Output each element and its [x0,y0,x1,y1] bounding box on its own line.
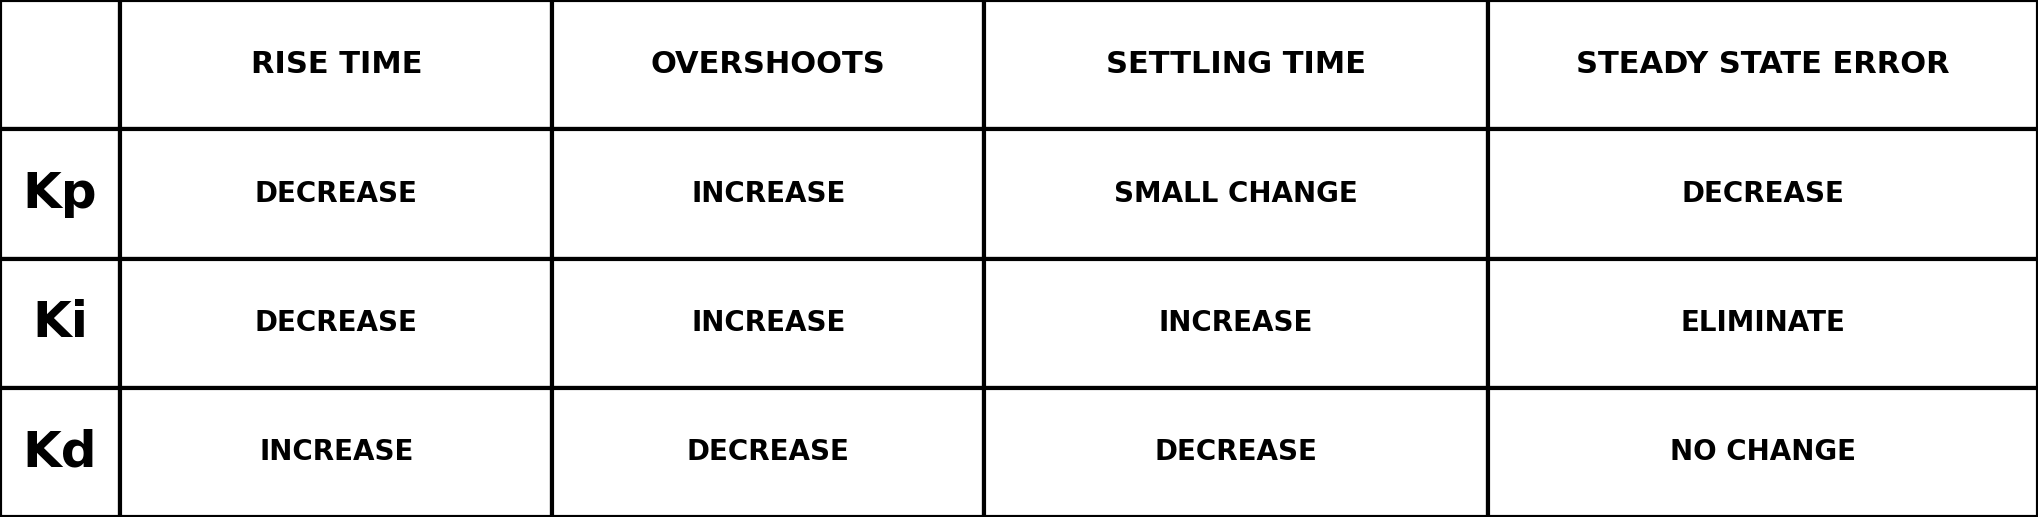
Text: Kd: Kd [22,429,98,476]
Bar [1488,129,2038,258]
Bar [0,0,120,129]
Text: ELIMINATE: ELIMINATE [1681,309,1844,337]
Text: DECREASE: DECREASE [1681,180,1844,208]
Text: DECREASE: DECREASE [1156,438,1317,466]
Bar [1488,0,2038,129]
Text: STEADY STATE ERROR: STEADY STATE ERROR [1575,50,1950,79]
Bar [1488,388,2038,517]
Bar [0,388,120,517]
Bar [984,0,1488,129]
Text: INCREASE: INCREASE [691,309,846,337]
Bar [552,129,984,258]
Text: Ki: Ki [33,299,88,347]
Text: DECREASE: DECREASE [255,309,418,337]
Bar [120,0,552,129]
Bar [984,258,1488,388]
Text: DECREASE: DECREASE [687,438,850,466]
Text: OVERSHOOTS: OVERSHOOTS [650,50,887,79]
Bar [0,129,120,258]
Text: DECREASE: DECREASE [255,180,418,208]
Bar [120,388,552,517]
Bar [120,258,552,388]
Bar [552,388,984,517]
Text: INCREASE: INCREASE [691,180,846,208]
Text: INCREASE: INCREASE [1160,309,1312,337]
Bar [552,0,984,129]
Bar [120,129,552,258]
Text: SMALL CHANGE: SMALL CHANGE [1115,180,1357,208]
Text: RISE TIME: RISE TIME [251,50,422,79]
Text: NO CHANGE: NO CHANGE [1669,438,1857,466]
Bar [0,258,120,388]
Bar [1488,258,2038,388]
Text: Kp: Kp [22,170,98,218]
Bar [984,129,1488,258]
Bar [984,388,1488,517]
Text: INCREASE: INCREASE [259,438,414,466]
Text: SETTLING TIME: SETTLING TIME [1107,50,1365,79]
Bar [552,258,984,388]
